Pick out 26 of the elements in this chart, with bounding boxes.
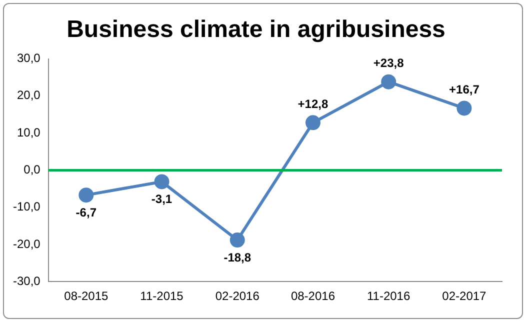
point [230, 232, 245, 248]
y-tick-label: 10,0 [16, 125, 41, 140]
data-label: +12,8 [298, 96, 328, 111]
point [154, 174, 170, 190]
x-tick-label: 08-2016 [290, 289, 336, 304]
point [456, 100, 472, 116]
data-label: -6,7 [76, 205, 97, 220]
point [305, 115, 320, 130]
x-tick-label: 02-2016 [215, 289, 260, 304]
data-label: -18,8 [224, 250, 252, 264]
y-tick-label: 30,0 [16, 51, 41, 66]
y-tick-label: -10,0 [12, 200, 41, 214]
x-tick-label: 11-2015 [140, 289, 184, 304]
data-label: +23,8 [373, 56, 404, 70]
x-tick-label: 08-2015 [64, 289, 108, 304]
y-tick-label: 0,0 [24, 162, 41, 177]
point [381, 74, 396, 90]
x-tick-label: 11-2016 [367, 289, 410, 304]
x-tick-label: 02-2017 [442, 289, 487, 304]
data-label: -3,1 [151, 192, 172, 206]
y-tick-label: -30,0 [12, 274, 41, 288]
point [78, 188, 94, 203]
y-tick-label: 20,0 [16, 88, 41, 102]
chart-title: Business climate in agribusiness [66, 16, 446, 44]
data-label: +16,7 [449, 82, 480, 96]
y-tick-label: -20,0 [12, 236, 41, 251]
